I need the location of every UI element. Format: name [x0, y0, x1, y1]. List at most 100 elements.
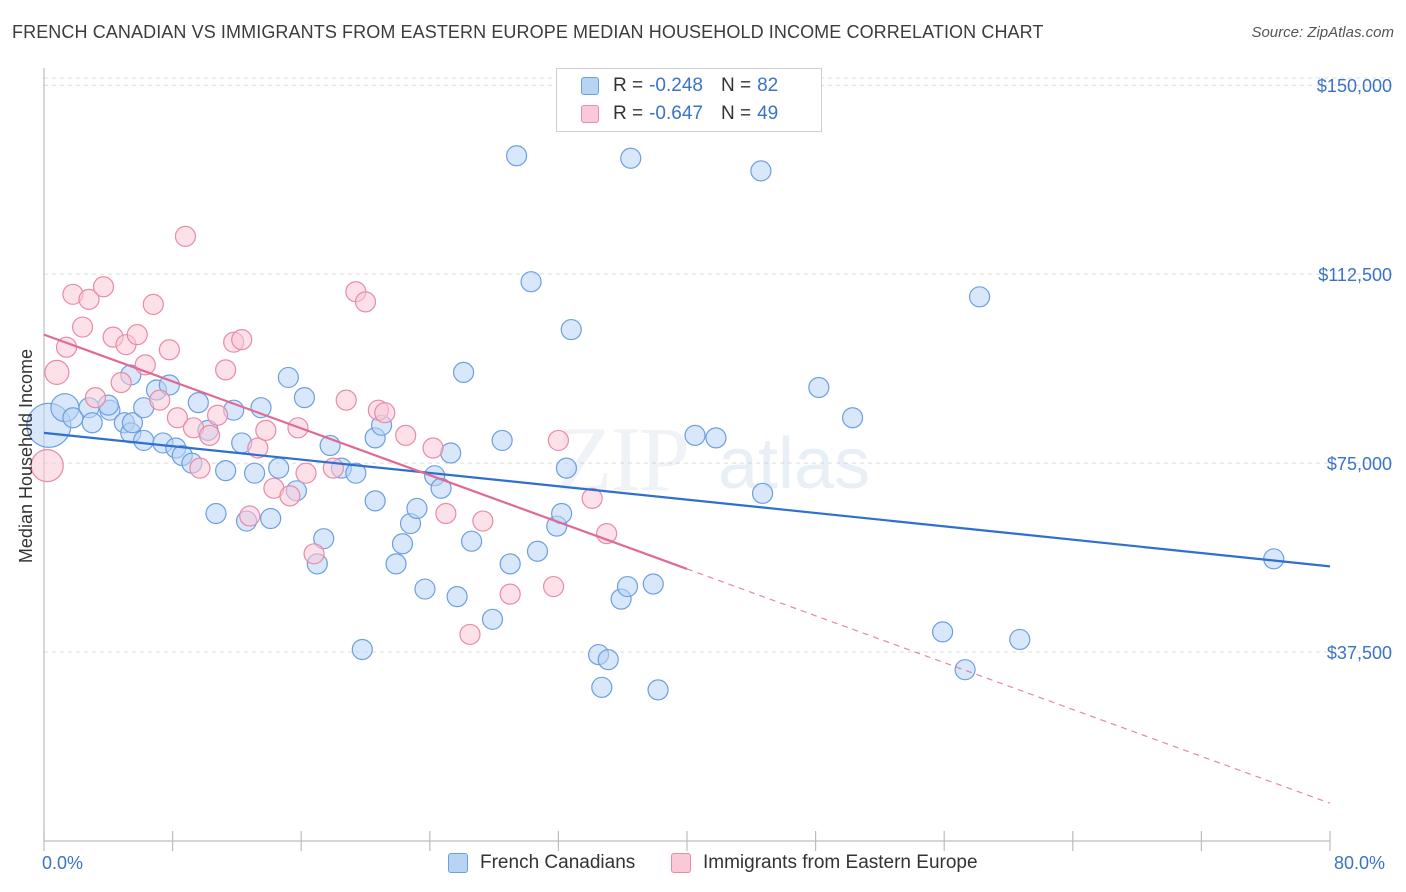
point-french-canadian [440, 442, 462, 464]
point-french-canadian [597, 649, 619, 671]
point-french-canadian [460, 530, 483, 552]
legend-row-immigrants: R = -0.647 N = 49 [581, 102, 778, 126]
point-french-canadian [268, 457, 290, 479]
legend-row-french-canadians: R = -0.248 N = 82 [581, 74, 778, 98]
point-french-canadian [205, 502, 227, 525]
point-immigrant [335, 389, 357, 411]
trend-extension-immigrants [686, 568, 1331, 804]
point-french-canadian [187, 392, 209, 414]
trend-line-french-canadians [43, 431, 1331, 568]
point-immigrant [295, 462, 317, 484]
y-tick-label: $37,500 [1327, 643, 1392, 663]
point-french-canadian [260, 507, 282, 530]
point-french-canadian [560, 318, 582, 341]
point-french-canadian [313, 528, 335, 550]
point-french-canadian [555, 457, 578, 479]
point-immigrant [92, 276, 115, 298]
point-french-canadian [452, 361, 475, 383]
point-french-canadian [345, 462, 367, 484]
point-french-canadian [277, 366, 299, 389]
point-immigrant [547, 429, 570, 452]
point-french-canadian [620, 147, 642, 169]
point-immigrant [303, 543, 325, 565]
point-french-canadian [491, 429, 513, 452]
source-label: Source: ZipAtlas.com [1251, 24, 1394, 41]
point-french-canadian [121, 412, 144, 434]
trend-lines [43, 333, 1331, 804]
point-french-canadian [931, 621, 954, 643]
point-french-canadian [446, 586, 468, 608]
y-tick-label: $75,000 [1327, 454, 1392, 474]
x-tick-max: 80.0% [1334, 853, 1386, 873]
point-immigrant [542, 575, 565, 598]
y-tick-labels: $150,000 $112,500 $75,000 $37,500 [1317, 76, 1392, 663]
point-immigrant [44, 359, 70, 385]
point-french-canadian [808, 376, 830, 399]
legend-swatch-pink [671, 853, 691, 873]
point-french-canadian [385, 553, 407, 575]
watermark: ZIP atlas [556, 408, 870, 510]
legend-label: French Canadians [480, 852, 636, 873]
point-immigrant [84, 386, 107, 409]
point-french-canadian [751, 482, 774, 504]
point-immigrant [395, 424, 417, 446]
point-french-canadian [841, 407, 864, 429]
point-immigrant [215, 359, 237, 381]
legend-n-value: 82 [757, 75, 779, 96]
point-french-canadian [647, 679, 669, 701]
point-french-canadian [364, 490, 386, 512]
series-legend: French Canadians Immigrants from Eastern… [0, 852, 1406, 878]
grid-lines [44, 77, 1394, 653]
point-french-canadian [750, 160, 772, 182]
point-french-canadian [391, 533, 414, 555]
legend-swatch-pink [581, 105, 599, 123]
point-french-canadian [499, 553, 521, 575]
point-immigrant [581, 487, 603, 509]
point-immigrant [149, 389, 171, 411]
point-immigrant [174, 225, 197, 247]
point-french-canadian [414, 578, 436, 600]
legend-item-immigrants[interactable]: Immigrants from Eastern Europe [671, 852, 978, 874]
point-immigrant [374, 402, 396, 424]
point-french-canadian [406, 497, 428, 520]
point-immigrant [239, 505, 261, 527]
point-french-canadian [243, 462, 266, 484]
legend-r-value: -0.647 [649, 103, 703, 124]
point-french-canadian [526, 540, 549, 562]
correlation-legend: R = -0.248 N = 82 R = -0.647 N = 49 [556, 68, 822, 132]
legend-label: Immigrants from Eastern Europe [703, 852, 978, 873]
point-french-canadian [968, 286, 991, 308]
point-immigrant [422, 437, 444, 459]
legend-n-value: 49 [757, 103, 779, 124]
point-french-canadian [81, 412, 103, 434]
point-immigrant [158, 339, 180, 361]
point-immigrant [472, 510, 494, 532]
y-tick-label: $112,500 [1318, 265, 1392, 285]
point-french-canadian [215, 460, 237, 482]
legend-r-value: -0.248 [649, 75, 703, 96]
point-french-canadian [1009, 628, 1031, 651]
y-axis-label: Median Household Income [16, 348, 36, 564]
legend-r-label: R = [613, 103, 644, 124]
watermark-atlas: atlas [718, 424, 870, 504]
point-french-canadian [520, 271, 542, 293]
point-immigrant [71, 316, 94, 338]
point-immigrant [231, 329, 253, 351]
legend-item-french-canadians[interactable]: French Canadians [448, 852, 635, 874]
trend-line-immigrants [43, 333, 688, 570]
point-french-canadian [293, 386, 316, 409]
legend-n-label: N = [720, 75, 752, 96]
point-immigrant [189, 457, 211, 479]
legend-swatch-blue [581, 77, 599, 95]
point-immigrant [78, 288, 100, 310]
y-tick-label: $150,000 [1317, 76, 1392, 96]
x-tick-min: 0.0% [42, 853, 84, 873]
point-immigrant [354, 291, 377, 313]
watermark-zip: ZIP [556, 408, 688, 510]
point-french-canadian [506, 145, 528, 167]
point-immigrant [126, 324, 148, 346]
point-immigrant [435, 502, 457, 525]
point-french-canadian [481, 608, 504, 630]
point-french-canadian [684, 424, 706, 446]
